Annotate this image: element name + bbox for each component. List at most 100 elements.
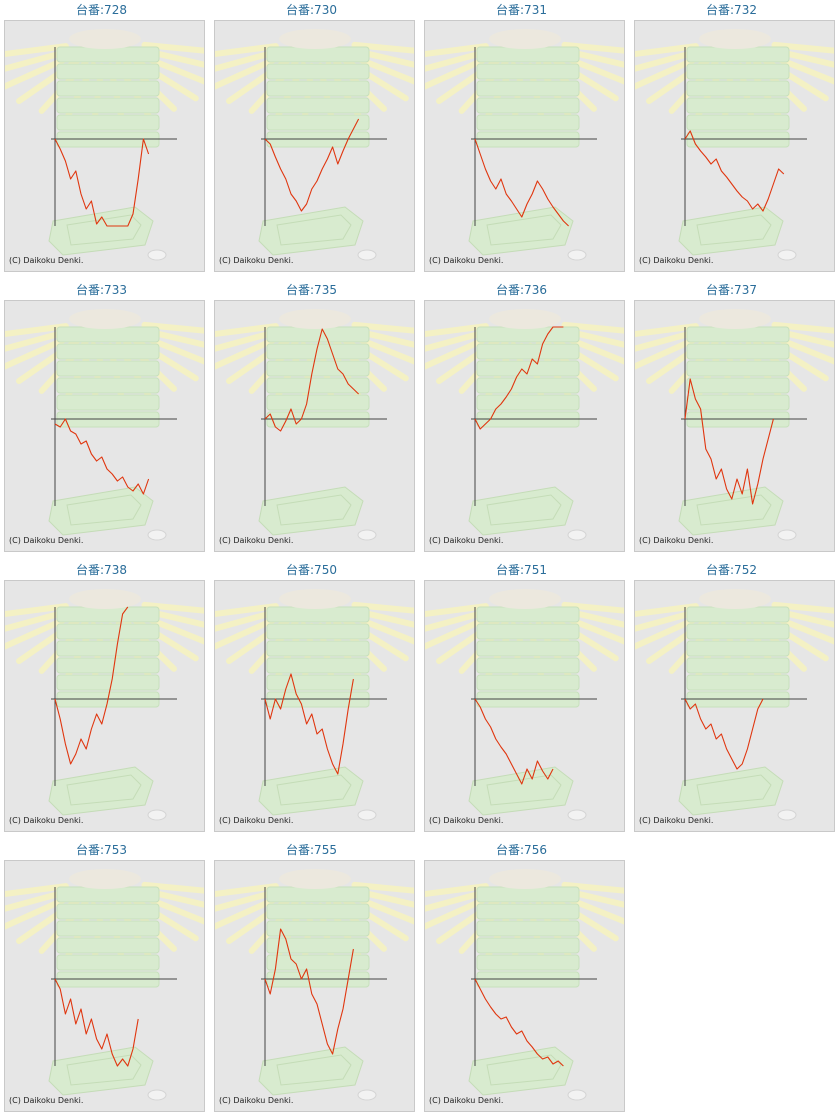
graph-cell: 台番:752 (C) Daikoku Denki. (630, 560, 835, 838)
payout-graph-svg (635, 29, 834, 261)
copyright-text: (C) Daikoku Denki. (639, 536, 714, 545)
machine-number-title[interactable]: 台番:756 (496, 843, 547, 857)
machine-number-title[interactable]: 台番:730 (286, 3, 337, 17)
payout-series-line (474, 326, 564, 430)
background-box-tower (476, 589, 580, 708)
machine-number-title[interactable]: 台番:752 (706, 563, 757, 577)
graph-cell: 台番:728 (C) Daikoku Denki. (0, 0, 205, 278)
background-tray (48, 766, 167, 821)
payout-graph-svg (215, 589, 414, 821)
payout-graph-svg (5, 589, 204, 821)
payout-graph: (C) Daikoku Denki. (214, 20, 415, 272)
payout-graph-svg (5, 29, 204, 261)
payout-series-line (684, 130, 785, 212)
background-tray (258, 766, 377, 821)
background-box-tower (686, 29, 790, 148)
background-box-tower (266, 869, 370, 988)
background-tray (48, 206, 167, 261)
machine-number-title[interactable]: 台番:735 (286, 283, 337, 297)
background-box-tower (476, 309, 580, 428)
payout-graph-svg (425, 869, 624, 1101)
payout-graph: (C) Daikoku Denki. (4, 580, 205, 832)
copyright-text: (C) Daikoku Denki. (219, 1096, 294, 1105)
background-tray (678, 486, 797, 541)
machine-number-title[interactable]: 台番:731 (496, 3, 547, 17)
payout-graph-svg (215, 309, 414, 541)
background-box-tower (476, 869, 580, 988)
background-tray (258, 486, 377, 541)
copyright-text: (C) Daikoku Denki. (9, 816, 84, 825)
payout-graph-svg (425, 309, 624, 541)
graph-cell: 台番:751 (C) Daikoku Denki. (420, 560, 625, 838)
copyright-text: (C) Daikoku Denki. (429, 536, 504, 545)
machine-number-title[interactable]: 台番:733 (76, 283, 127, 297)
payout-graph: (C) Daikoku Denki. (634, 580, 835, 832)
payout-series-line (474, 138, 569, 227)
background-tray (468, 206, 587, 261)
payout-graph: (C) Daikoku Denki. (424, 300, 625, 552)
machine-number-title[interactable]: 台番:736 (496, 283, 547, 297)
machine-number-title[interactable]: 台番:732 (706, 3, 757, 17)
copyright-text: (C) Daikoku Denki. (219, 536, 294, 545)
payout-series-line (264, 928, 354, 1055)
payout-graph: (C) Daikoku Denki. (214, 580, 415, 832)
payout-graph-svg (5, 309, 204, 541)
payout-series-line (54, 138, 150, 227)
background-tray (48, 486, 167, 541)
machine-number-title[interactable]: 台番:751 (496, 563, 547, 577)
background-box-tower (266, 589, 370, 708)
machine-number-title[interactable]: 台番:755 (286, 843, 337, 857)
graph-cell: 台番:731 (C) Daikoku Denki. (420, 0, 625, 278)
machine-number-title[interactable]: 台番:738 (76, 563, 127, 577)
payout-series-line (264, 328, 359, 432)
graph-cell: 台番:732 (C) Daikoku Denki. (630, 0, 835, 278)
graph-cell: 台番:755 (C) Daikoku Denki. (210, 840, 415, 1118)
payout-graph: (C) Daikoku Denki. (424, 860, 625, 1112)
machine-number-title[interactable]: 台番:753 (76, 843, 127, 857)
payout-graph-svg (425, 29, 624, 261)
payout-graph: (C) Daikoku Denki. (634, 20, 835, 272)
payout-series-line (264, 673, 354, 775)
background-box-tower (686, 309, 790, 428)
payout-graph: (C) Daikoku Denki. (4, 300, 205, 552)
background-tray (258, 1046, 377, 1101)
copyright-text: (C) Daikoku Denki. (429, 816, 504, 825)
payout-series-line (54, 978, 139, 1067)
payout-series-line (264, 118, 360, 212)
copyright-text: (C) Daikoku Denki. (219, 816, 294, 825)
copyright-text: (C) Daikoku Denki. (429, 1096, 504, 1105)
background-tray (258, 206, 377, 261)
payout-graph: (C) Daikoku Denki. (214, 860, 415, 1112)
payout-graph-svg (215, 29, 414, 261)
graph-cell: 台番:753 (C) Daikoku Denki. (0, 840, 205, 1118)
copyright-text: (C) Daikoku Denki. (9, 536, 84, 545)
payout-graph: (C) Daikoku Denki. (4, 20, 205, 272)
payout-graph-svg (5, 869, 204, 1101)
background-tray (468, 1046, 587, 1101)
copyright-text: (C) Daikoku Denki. (429, 256, 504, 265)
background-box-tower (56, 309, 160, 428)
background-tray (678, 766, 797, 821)
background-box-tower (686, 589, 790, 708)
graph-cell: 台番:730 (C) Daikoku Denki. (210, 0, 415, 278)
background-tray (678, 206, 797, 261)
copyright-text: (C) Daikoku Denki. (639, 256, 714, 265)
background-tray (48, 1046, 167, 1101)
background-box-tower (56, 869, 160, 988)
machine-number-title[interactable]: 台番:750 (286, 563, 337, 577)
payout-series-line (474, 978, 564, 1067)
background-tray (468, 766, 587, 821)
graph-cell: 台番:737 (C) Daikoku Denki. (630, 280, 835, 558)
machine-number-title[interactable]: 台番:737 (706, 283, 757, 297)
background-box-tower (476, 29, 580, 148)
payout-graph: (C) Daikoku Denki. (424, 20, 625, 272)
payout-series-line (474, 698, 554, 785)
copyright-text: (C) Daikoku Denki. (219, 256, 294, 265)
graph-cell: 台番:738 (C) Daikoku Denki. (0, 560, 205, 838)
machine-number-title[interactable]: 台番:728 (76, 3, 127, 17)
payout-series-line (54, 418, 150, 495)
graph-cell: 台番:750 (C) Daikoku Denki. (210, 560, 415, 838)
copyright-text: (C) Daikoku Denki. (9, 256, 84, 265)
payout-graph-svg (425, 589, 624, 821)
